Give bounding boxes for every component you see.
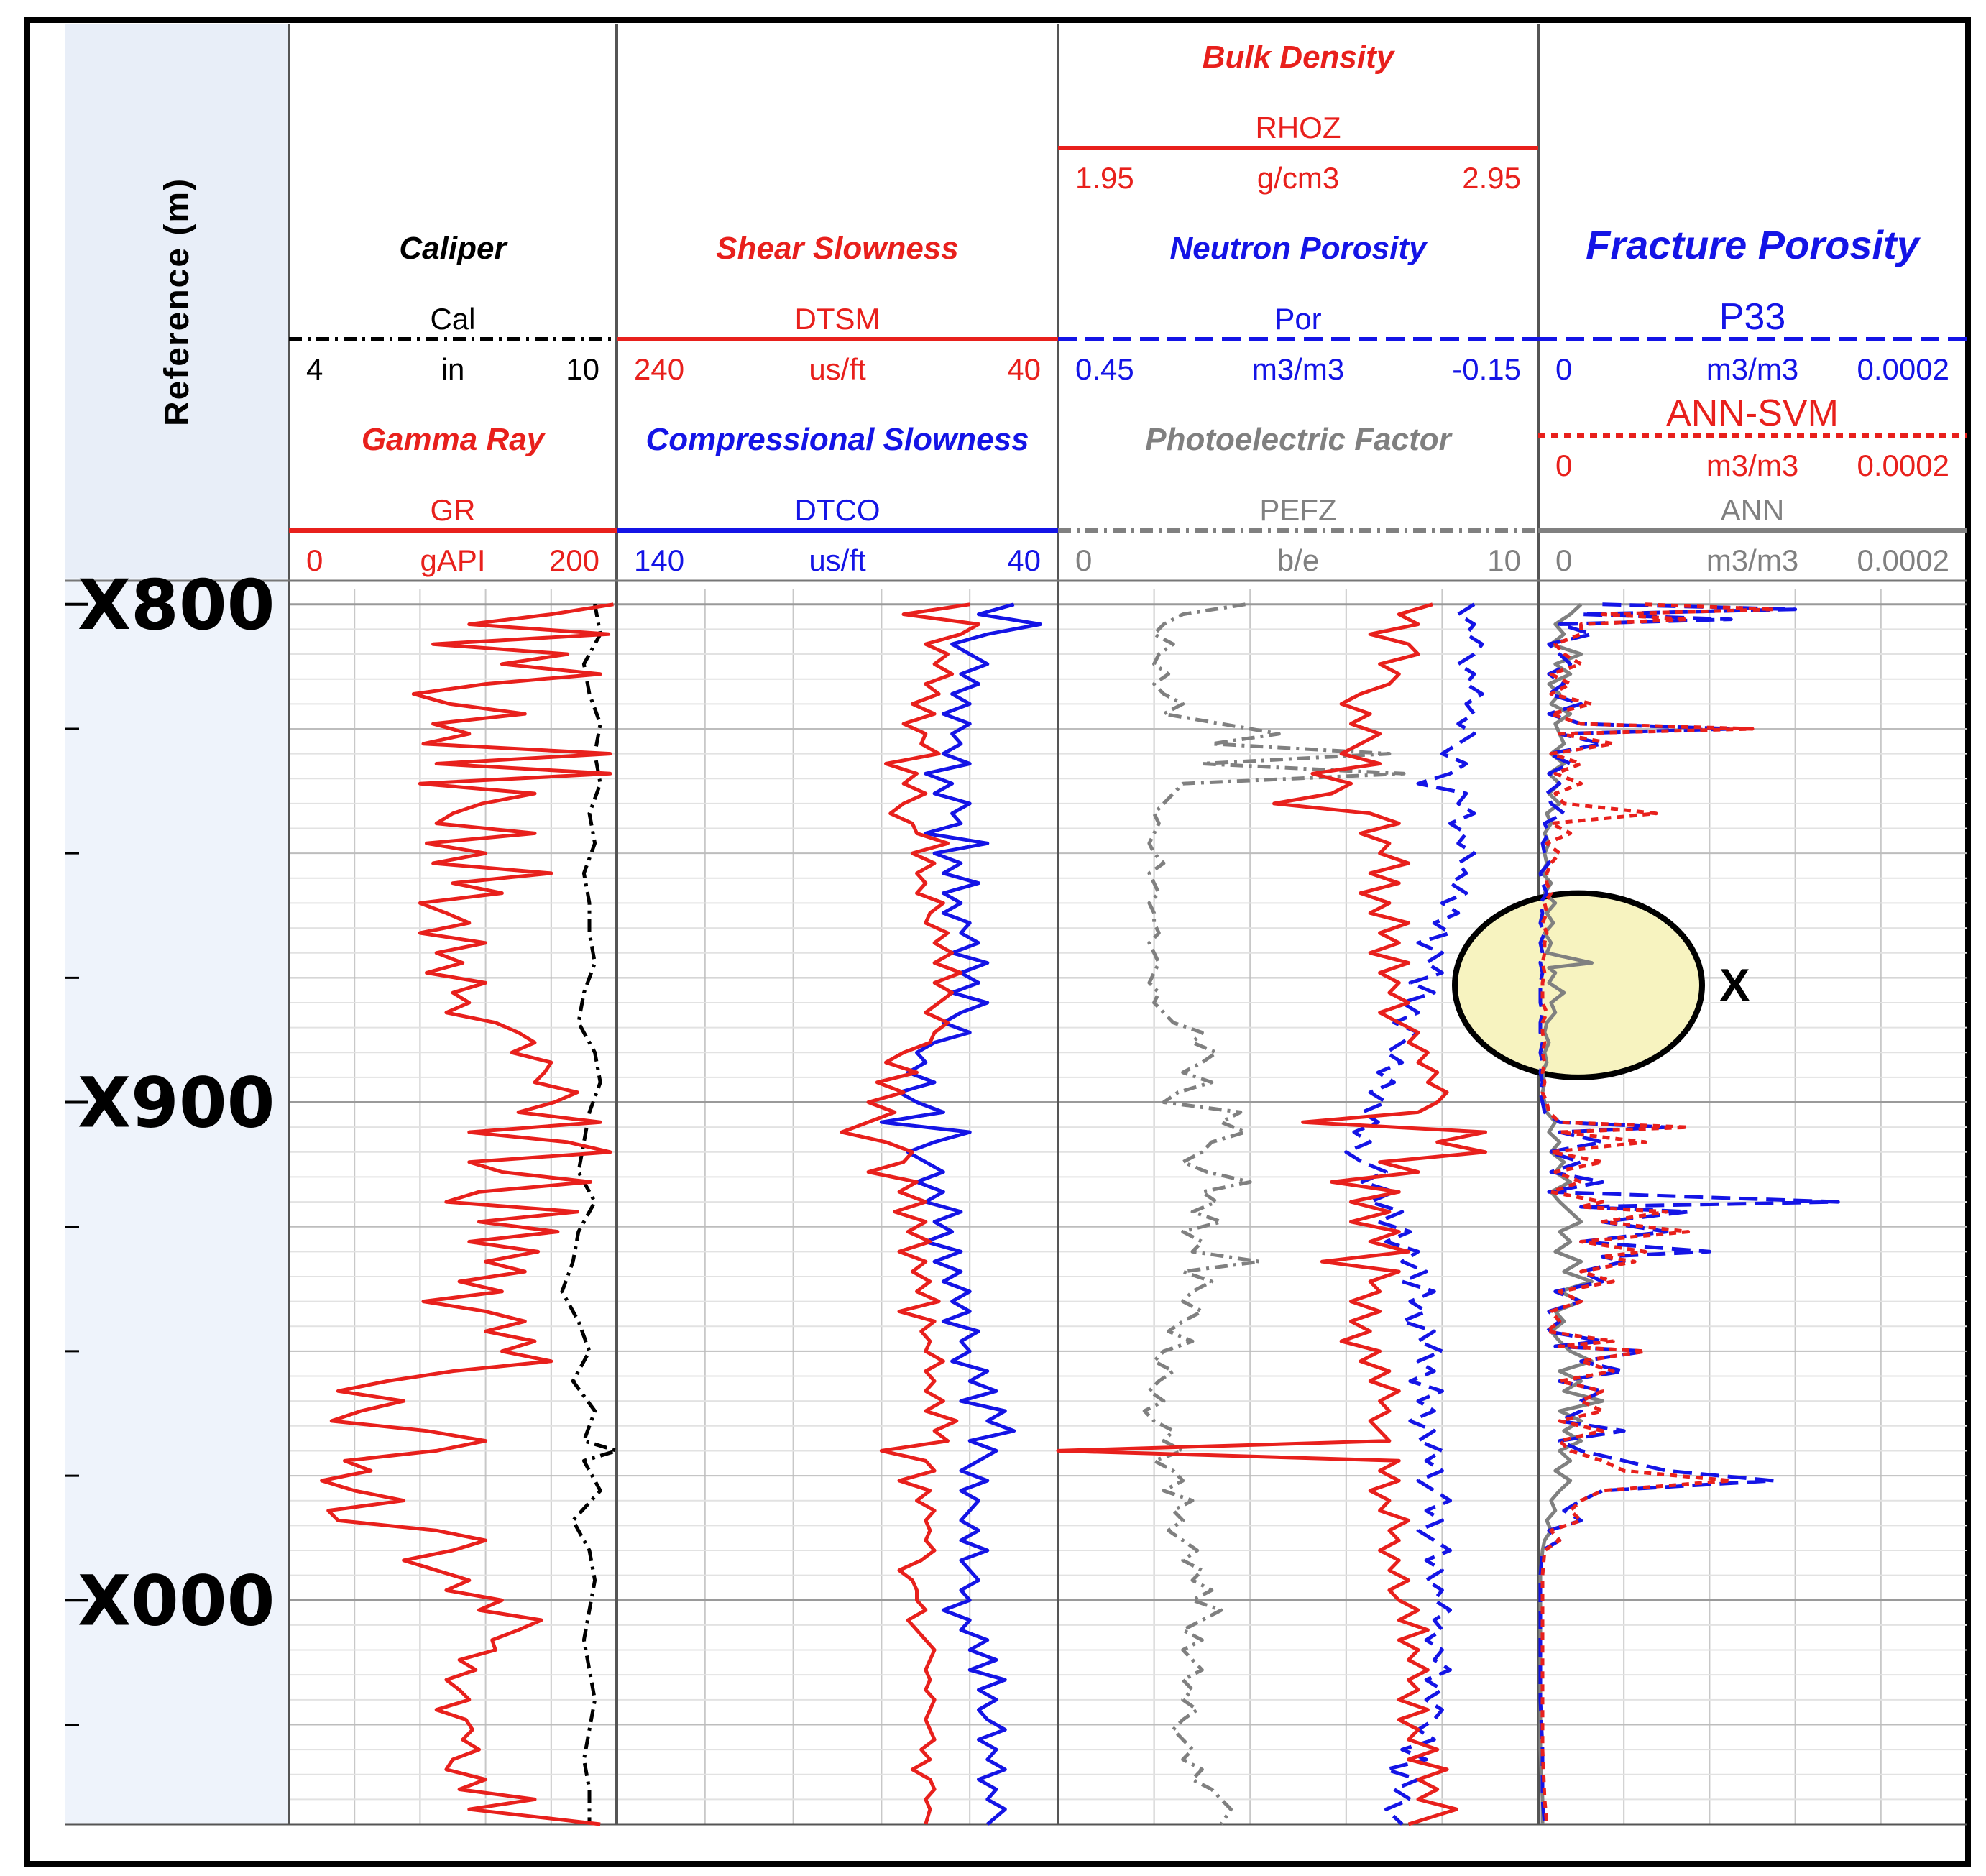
depth-tick-label: X800	[78, 565, 275, 645]
scale-unit: gAPI	[420, 543, 485, 577]
scale-unit: m3/m3	[1252, 352, 1344, 386]
depth-ticks	[65, 602, 88, 1726]
curve-neutron-porosity	[1344, 602, 1484, 1826]
curve-mnemonic: Cal	[430, 302, 475, 336]
scale-min: 0	[306, 543, 323, 577]
curve-caliper	[560, 604, 619, 1824]
curve-mnemonic: Por	[1274, 302, 1321, 336]
scale-max: 40	[1007, 543, 1041, 577]
curve-title: Shear Slowness	[716, 231, 958, 266]
scale-min: 0	[1555, 449, 1572, 482]
scale-unit: in	[441, 352, 465, 386]
curve-mnemonic: GR	[431, 493, 476, 527]
scale-max: 0.0002	[1857, 449, 1949, 482]
scale-max: 40	[1007, 352, 1041, 386]
scale-min: 1.95	[1075, 161, 1134, 195]
curve-dtsm	[840, 602, 980, 1825]
curve-dtco	[879, 602, 1042, 1826]
highlight-ellipse	[1452, 890, 1705, 1080]
scale-unit: us/ft	[809, 543, 866, 577]
scale-min: 4	[306, 352, 323, 386]
scale-min: 0	[1555, 543, 1572, 577]
curve-mnemonic: PEFZ	[1259, 493, 1336, 527]
curve-gamma-ray	[320, 602, 614, 1826]
curve-mnemonic: ANN-SVM	[1666, 392, 1839, 434]
curve-p33	[1538, 602, 1840, 1825]
depth-axis-label: Reference (m)	[158, 178, 196, 426]
scale-max: 0.0002	[1857, 352, 1949, 386]
curve-ann-svm	[1540, 602, 1776, 1825]
scale-max: 2.95	[1462, 161, 1521, 195]
scale-unit: m3/m3	[1706, 543, 1798, 577]
depth-tick-label: X900	[78, 1063, 275, 1144]
scale-min: 240	[634, 352, 684, 386]
scale-max: 200	[549, 543, 599, 577]
scale-unit: us/ft	[809, 352, 866, 386]
scale-min: 140	[634, 543, 684, 577]
curve-title: Neutron Porosity	[1170, 231, 1428, 266]
scale-min: 0	[1555, 352, 1572, 386]
curve-mnemonic: DTSM	[795, 302, 881, 336]
scale-max: 10	[1487, 543, 1521, 577]
track-headers: Caliper Cal 4 in 10 Gamma Ray GR 0 gAPI 200 Shear …	[289, 40, 1967, 577]
curve-pefz	[1142, 602, 1406, 1826]
depth-header-panel	[65, 24, 289, 578]
curve-mnemonic: ANN	[1721, 493, 1785, 527]
scale-min: 0	[1075, 543, 1092, 577]
curve-mnemonic: DTCO	[795, 493, 881, 527]
curve-mnemonic: P33	[1719, 296, 1786, 338]
depth-tick-label: X000	[78, 1560, 275, 1641]
scale-unit: g/cm3	[1257, 161, 1339, 195]
outer-border	[24, 17, 1971, 1867]
curve-bulk-density	[1056, 602, 1487, 1826]
scale-max: -0.15	[1452, 352, 1521, 386]
highlight-annotation	[1452, 890, 1705, 1080]
curve-title: Photoelectric Factor	[1145, 422, 1453, 457]
curve-title: Caliper	[399, 231, 508, 266]
curve-layer	[320, 602, 1840, 1826]
annotation-label: X	[1719, 960, 1750, 1011]
curve-ann	[1538, 602, 1604, 1824]
scale-min: 0.45	[1075, 352, 1134, 386]
scale-unit: m3/m3	[1706, 352, 1798, 386]
curve-title: Compressional Slowness	[645, 422, 1029, 457]
curve-title: Gamma Ray	[362, 422, 546, 457]
curve-title: Bulk Density	[1203, 40, 1396, 75]
depth-column-panel	[65, 578, 289, 1825]
scale-unit: m3/m3	[1706, 449, 1798, 482]
depth-labels: X800 X900 X000	[78, 565, 275, 1641]
scale-max: 10	[566, 352, 599, 386]
grid-layer	[65, 24, 1967, 1826]
scale-max: 0.0002	[1857, 543, 1949, 577]
track-title: Fracture Porosity	[1586, 222, 1921, 267]
curve-mnemonic: RHOZ	[1256, 111, 1341, 144]
scale-unit: b/e	[1277, 543, 1319, 577]
